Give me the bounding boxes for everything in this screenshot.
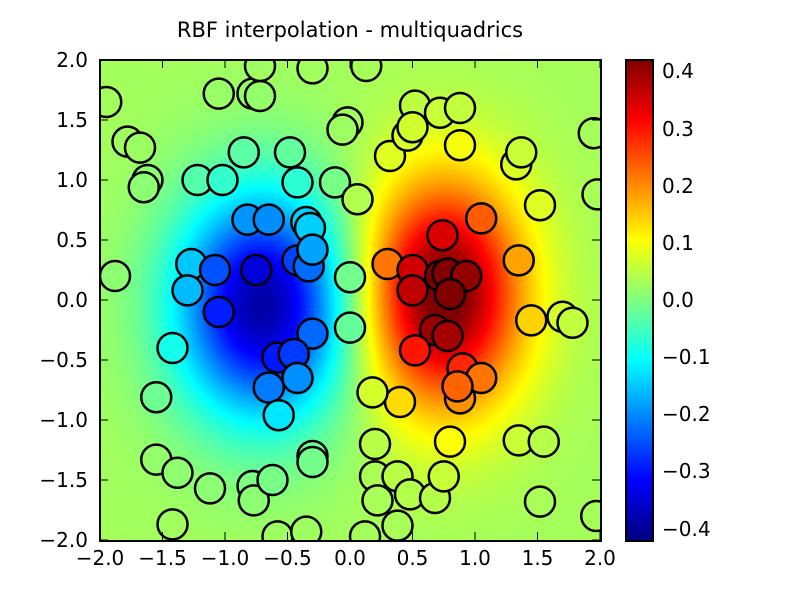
data-point [580, 499, 600, 533]
data-point [296, 233, 329, 266]
x-tick-label: −1.5 [138, 546, 187, 570]
data-point [193, 472, 227, 505]
data-point [373, 139, 407, 173]
data-point [100, 259, 132, 293]
data-point [156, 508, 189, 540]
data-point [237, 484, 270, 517]
data-point [261, 520, 294, 540]
y-tick-label: 0.0 [56, 288, 88, 312]
data-point [333, 311, 367, 344]
data-point [127, 170, 160, 204]
data-point [441, 370, 474, 403]
data-point [318, 166, 352, 199]
y-tick-label: 2.0 [56, 48, 88, 72]
data-point [381, 509, 414, 540]
data-point [202, 77, 235, 110]
x-tick-label: 2.0 [584, 546, 616, 570]
data-points-layer [100, 60, 600, 540]
x-tick-label: 0.0 [334, 546, 366, 570]
data-point [505, 136, 538, 169]
colorbar-tick-label: −0.1 [662, 345, 711, 370]
colorbar-tick-label: 0.3 [662, 116, 694, 141]
colorbar-tick-label: 0.1 [662, 230, 694, 255]
data-point [262, 398, 295, 432]
colorbar-tick-label: −0.3 [662, 459, 711, 484]
data-point [281, 166, 314, 199]
y-tick-label: −1.5 [39, 468, 88, 492]
y-tick-label: 1.0 [56, 168, 88, 192]
data-point [431, 319, 464, 353]
data-point [252, 371, 285, 404]
data-point [433, 277, 467, 311]
data-point [252, 203, 285, 236]
x-tick-label: 1.5 [521, 546, 554, 570]
data-point [527, 425, 560, 458]
colorbar-tick-label: −0.2 [662, 402, 711, 427]
data-point [396, 274, 429, 307]
data-point [443, 128, 477, 162]
data-point [202, 295, 235, 329]
data-point [333, 260, 367, 294]
colorbar-tick-label: 0.4 [662, 59, 694, 84]
y-tick-label: 1.5 [56, 108, 88, 132]
x-tick-label: −2.0 [75, 546, 125, 570]
data-point [227, 136, 260, 169]
data-point [443, 91, 477, 125]
data-point [281, 361, 314, 395]
data-point [206, 163, 239, 197]
data-point [523, 485, 557, 518]
data-point [433, 425, 467, 458]
data-point [256, 463, 289, 497]
colorbar-tick-label: 0.2 [662, 173, 694, 198]
y-tick-label: −0.5 [39, 348, 88, 372]
colorbar-tick-label: 0.0 [662, 288, 694, 312]
data-point [290, 515, 323, 540]
data-point [100, 85, 123, 119]
data-point [140, 380, 173, 414]
data-point [515, 304, 548, 337]
data-point [358, 427, 392, 461]
x-tick-label: 0.5 [396, 546, 429, 570]
y-tick-label: −1.0 [39, 408, 88, 432]
data-point [383, 385, 417, 419]
data-point [361, 484, 394, 517]
data-point [502, 244, 535, 277]
plot-area [100, 60, 600, 540]
data-point [296, 445, 329, 479]
data-point [556, 306, 589, 340]
data-point [426, 218, 459, 252]
data-point [341, 182, 374, 216]
data-point [171, 274, 204, 307]
data-point [523, 188, 557, 222]
x-tick-label: −1.0 [200, 546, 250, 570]
data-point [356, 376, 389, 409]
data-point [161, 456, 194, 490]
data-point [427, 460, 460, 493]
data-point [348, 520, 382, 540]
chart-title: RBF interpolation - multiquadrics [176, 18, 524, 42]
data-point [296, 317, 329, 350]
data-point [326, 113, 359, 146]
y-tick-label: 0.5 [56, 228, 88, 252]
data-point [396, 110, 429, 144]
data-point [243, 79, 277, 113]
x-tick-label: −0.5 [263, 546, 312, 570]
x-tick-label: 1.0 [459, 546, 491, 570]
data-point [296, 60, 329, 85]
data-point [156, 331, 189, 365]
data-point [577, 116, 600, 150]
data-point [240, 253, 273, 287]
data-point [123, 131, 157, 164]
data-point [465, 202, 498, 235]
data-point [581, 178, 600, 211]
data-point [198, 253, 232, 287]
data-point [243, 60, 277, 83]
data-point [350, 60, 383, 83]
colorbar [626, 60, 652, 540]
data-point [398, 334, 432, 367]
data-point [273, 136, 307, 169]
colorbar-tick-label: −0.4 [662, 516, 711, 541]
y-tick-label: −2.0 [39, 528, 88, 552]
